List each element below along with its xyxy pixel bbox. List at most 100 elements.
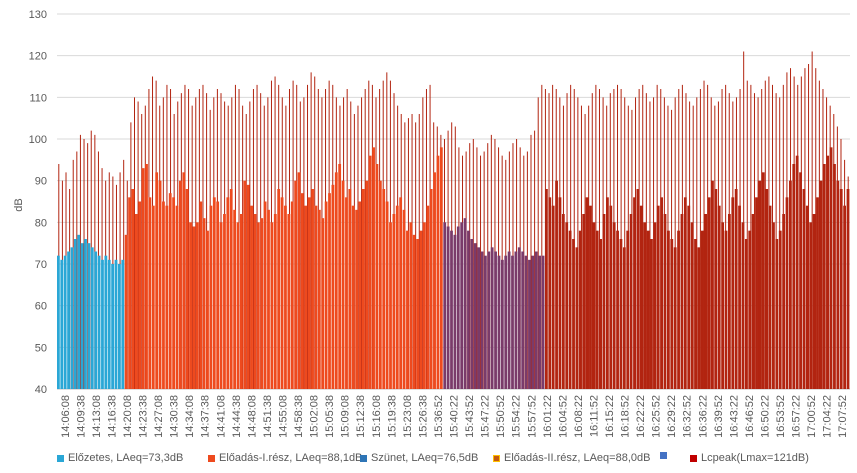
bar (229, 189, 233, 389)
x-tick-label: 15:19:38 (386, 395, 398, 438)
bar (412, 234, 416, 389)
x-tick-label: 14:34:08 (184, 395, 196, 438)
bar (473, 243, 477, 389)
legend-swatch (57, 454, 64, 462)
x-tick-label: 14:20:08 (122, 395, 134, 438)
bar (362, 189, 365, 389)
bar (504, 255, 508, 389)
laeq-bars (57, 147, 850, 389)
bar (60, 259, 64, 389)
bar (443, 222, 447, 389)
y-tick-label: 100 (29, 134, 47, 146)
bar (768, 205, 772, 389)
bar (687, 205, 691, 389)
bar (551, 205, 555, 389)
bar (819, 180, 823, 389)
y-axis-label: dB (13, 198, 25, 211)
x-tick-label: 16:39:52 (713, 395, 725, 438)
bar (500, 259, 504, 389)
bar (765, 189, 769, 389)
bar (714, 189, 718, 389)
bar (168, 193, 172, 389)
bar (826, 155, 830, 389)
bar (317, 209, 321, 389)
bar (463, 218, 467, 389)
bar (497, 255, 501, 389)
bar (592, 222, 596, 389)
x-tick-label: 14:41:08 (215, 395, 227, 438)
bar (595, 230, 599, 389)
bar (256, 222, 260, 389)
bar (101, 259, 104, 389)
legend-item-lcpeak: Lcpeak(Lmax=121dB) (690, 452, 809, 464)
bar (690, 222, 694, 389)
bar (389, 222, 392, 389)
bar (209, 205, 213, 389)
bar (599, 239, 603, 389)
bar (128, 197, 131, 389)
y-tick-label: 70 (35, 259, 47, 271)
bar (378, 180, 382, 389)
bar (94, 251, 98, 389)
x-tick-label: 16:22:22 (635, 395, 647, 438)
bar (290, 201, 294, 389)
bar (189, 222, 192, 389)
bar (805, 205, 809, 389)
y-tick-label: 110 (29, 92, 47, 104)
y-tick-label: 40 (35, 384, 47, 396)
bar (87, 243, 91, 389)
bar (534, 251, 538, 389)
bar (802, 189, 806, 389)
x-tick-label: 15:47:22 (480, 395, 492, 438)
bar (741, 222, 745, 389)
bar (656, 205, 660, 389)
bar (243, 180, 247, 389)
bar (711, 180, 714, 389)
y-tick-label: 120 (29, 51, 47, 63)
bar (301, 193, 304, 389)
chart: 40 50 60 70 80 90 100 110 120 130 14:06:08 14:09:3… (13, 9, 850, 438)
bar (216, 201, 220, 389)
bar (439, 147, 443, 389)
bar (453, 234, 457, 389)
x-tick-label: 15:09:08 (340, 395, 352, 438)
bar (778, 230, 782, 389)
bar (568, 230, 572, 389)
bar (151, 205, 155, 389)
bar (97, 255, 101, 389)
bar (67, 251, 70, 389)
bar (331, 184, 335, 389)
bar (565, 222, 569, 389)
bar (433, 172, 436, 389)
legend-label: Előadás-I.rész, LAeq=88,1dB (219, 452, 363, 464)
bar (162, 201, 165, 389)
bar (155, 172, 159, 389)
x-tick-label: 17:00:52 (806, 395, 818, 438)
bar (107, 259, 111, 389)
legend-item-eloadas-1: Előadás-I.rész, LAeq=88,1dB (208, 452, 362, 464)
x-tick-label: 15:43:52 (464, 395, 476, 438)
x-tick-label: 16:43:22 (728, 395, 740, 438)
bar (148, 197, 152, 389)
bar (341, 180, 345, 389)
bar (589, 205, 592, 389)
bar (334, 172, 338, 389)
bar (531, 255, 535, 389)
x-tick-label: 14:51:38 (262, 395, 274, 438)
bar (399, 197, 403, 389)
x-tick-label: 14:48:08 (246, 395, 258, 438)
bar (517, 247, 521, 389)
bar (809, 222, 813, 389)
bar (636, 189, 640, 389)
bar (660, 197, 664, 389)
legend-swatch (360, 454, 367, 462)
bar (395, 205, 399, 389)
bar (311, 189, 314, 389)
bar (585, 197, 589, 389)
x-tick-label: 15:02:08 (309, 395, 321, 438)
bar (683, 197, 687, 389)
bar (141, 168, 145, 389)
bar (409, 222, 413, 389)
bar (477, 247, 481, 389)
bar (524, 255, 528, 389)
